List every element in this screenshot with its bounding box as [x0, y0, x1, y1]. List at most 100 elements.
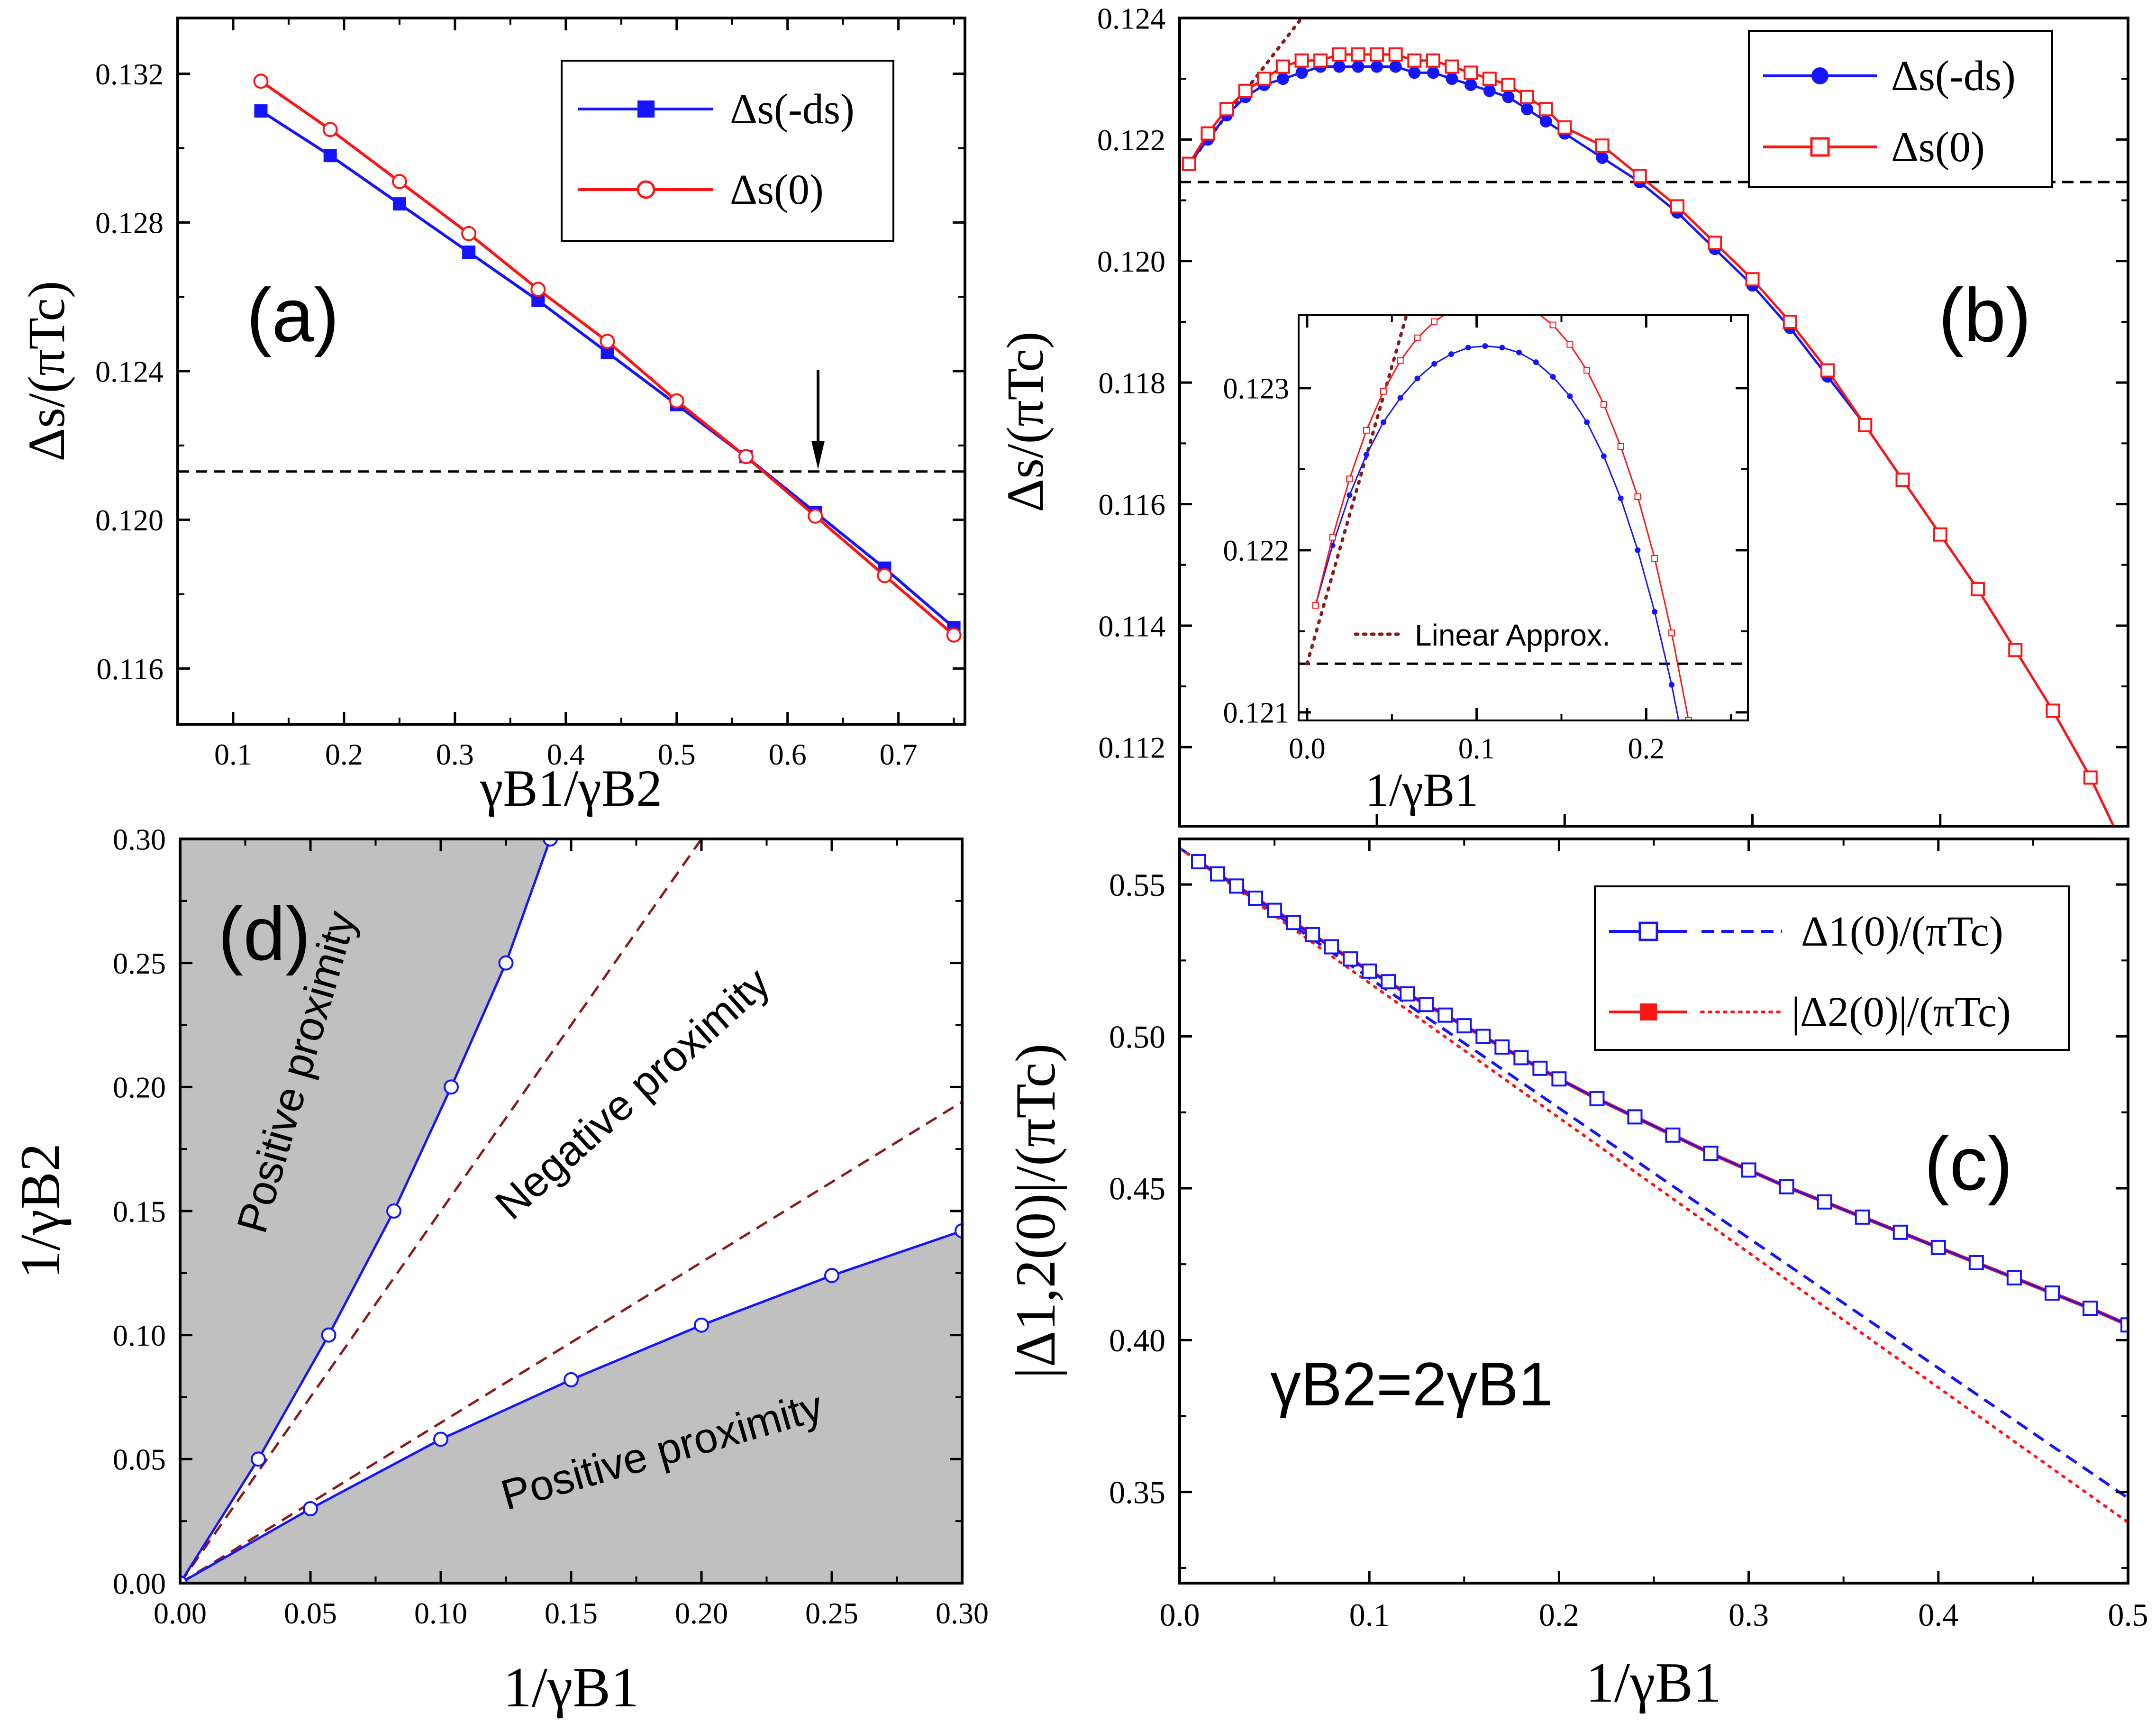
- inset-point: [1346, 492, 1353, 498]
- y-tick-label: 0.124: [95, 355, 164, 388]
- region-positive-lower: [180, 1230, 962, 1583]
- legend-marker-circle: [1811, 67, 1829, 84]
- data-point: [1741, 1162, 1756, 1178]
- x-tick-label: 0.1: [1349, 1597, 1390, 1633]
- y-tick-label: 0.112: [1098, 731, 1165, 765]
- inset-point: [1567, 393, 1573, 399]
- inset-point: [1397, 395, 1403, 401]
- data-point: [1445, 59, 1459, 74]
- data-point: [1400, 986, 1415, 1002]
- inset-point: [1380, 388, 1387, 395]
- inset-point: [1431, 318, 1438, 325]
- data-point: [1286, 915, 1301, 930]
- x-tick-label: 0.05: [284, 1596, 337, 1630]
- inset-point: [1533, 359, 1539, 365]
- inset-annotation: Linear Approx.: [1415, 618, 1610, 652]
- data-point: [1745, 272, 1760, 287]
- inset-point: [1532, 315, 1539, 316]
- data-point: [1817, 1194, 1832, 1210]
- panel-a-ylabel: Δs/(πTc): [18, 281, 75, 461]
- data-point: [1494, 1039, 1510, 1055]
- panel-d-plot: [180, 839, 962, 1583]
- y-tick-label: 0.120: [1097, 245, 1165, 278]
- data-point: [1968, 1255, 1984, 1270]
- data-point: [1557, 120, 1572, 135]
- inset-point: [1499, 345, 1505, 351]
- y-tick-label: 0.116: [1098, 488, 1165, 521]
- legend-label-a2: Δs(0): [730, 166, 824, 213]
- data-point: [1275, 59, 1290, 74]
- legend-box: [1594, 885, 2070, 1051]
- inset-point: [1686, 768, 1692, 774]
- y-tick-label: 0.123: [1223, 373, 1290, 405]
- inset-plot: [1299, 308, 1748, 874]
- y-tick-label: 0.05: [113, 1443, 166, 1476]
- arrow: [811, 370, 825, 469]
- inset-point: [1634, 493, 1641, 501]
- data-point: [1333, 60, 1346, 73]
- legend-marker-square: [1640, 1003, 1657, 1020]
- data-point: [1858, 418, 1873, 432]
- y-tick-label: 0.25: [113, 947, 166, 980]
- data-point: [1456, 1018, 1472, 1034]
- data-point: [1521, 103, 1534, 116]
- data-point: [1446, 73, 1458, 85]
- data-point: [1475, 1029, 1491, 1044]
- inset-point: [1651, 555, 1658, 562]
- panel-a-xlabel: γB1/γB2: [480, 759, 663, 817]
- panel-label-d: (d): [218, 891, 311, 976]
- legend-marker-square: [637, 100, 655, 118]
- data-point: [1933, 527, 1947, 542]
- x-tick-label: 0.3: [1728, 1597, 1769, 1633]
- inset-point: [1584, 419, 1590, 425]
- inset-background: [1299, 315, 1748, 720]
- asymptote-line: [180, 1101, 962, 1583]
- panel-c-xlabel: 1/γB1: [1586, 1651, 1721, 1714]
- data-point: [444, 1079, 459, 1095]
- data-point: [1892, 1224, 1908, 1240]
- x-tick-label: 0.15: [545, 1596, 598, 1630]
- x-tick-label: 0.7: [880, 738, 918, 771]
- inset-point: [1550, 374, 1556, 380]
- data-point: [462, 246, 476, 259]
- x-tick-label: 0.5: [2108, 1597, 2148, 1633]
- linear-approx-line: [1187, 18, 1304, 166]
- panel-b-ylabel: Δs/(πTc): [996, 331, 1054, 512]
- data-point: [1538, 102, 1553, 117]
- panel-c-legend: Δ1(0)/(πTc) |Δ2(0)|/(πTc): [1594, 885, 2070, 1051]
- x-tick-label: 0.6: [769, 738, 807, 771]
- y-tick-label: 0.120: [95, 503, 164, 537]
- panel-c: 0.0 0.1 0.2 0.3 0.4 0.5 0.35 0.40 0.45 0.50 0.55 Δ…: [1004, 838, 2148, 1714]
- x-tick-label: 0.00: [154, 1596, 207, 1630]
- x-tick-label: 0.25: [805, 1596, 858, 1630]
- data-point: [498, 955, 514, 971]
- legend-label-b2: Δs(0): [1891, 124, 1985, 171]
- panel-b-plot: [1180, 18, 2128, 826]
- data-point: [955, 1223, 962, 1239]
- inset-point: [1312, 602, 1319, 609]
- inset-point: [1448, 308, 1454, 313]
- inset-point: [1703, 868, 1709, 874]
- data-point: [1295, 66, 1308, 79]
- data-point: [1437, 1007, 1453, 1023]
- panel-b-axes: 0.112 0.114 0.116 0.118 0.120 0.122 0.124: [1097, 1, 2128, 826]
- data-point: [1595, 138, 1610, 153]
- y-tick-label: 0.116: [96, 652, 164, 686]
- panel-a: 0.1 0.2 0.3 0.4 0.5 0.6 0.7 0.116 0.120 0.124 0.12…: [18, 17, 966, 817]
- data-point: [1389, 60, 1402, 73]
- data-point: [391, 174, 407, 190]
- y-tick-label: 0.118: [1098, 366, 1165, 400]
- data-point: [1388, 47, 1403, 62]
- data-point: [946, 627, 962, 643]
- inset-point: [1363, 427, 1370, 434]
- data-point: [1513, 1050, 1529, 1066]
- data-point: [1895, 473, 1910, 487]
- data-point: [1238, 83, 1253, 98]
- data-point: [669, 393, 684, 409]
- inset-point: [1583, 367, 1591, 374]
- inset-point: [1618, 495, 1624, 501]
- data-point: [1627, 1109, 1643, 1125]
- data-point: [1343, 951, 1358, 967]
- data-point: [2006, 1270, 2022, 1285]
- data-point: [461, 226, 477, 241]
